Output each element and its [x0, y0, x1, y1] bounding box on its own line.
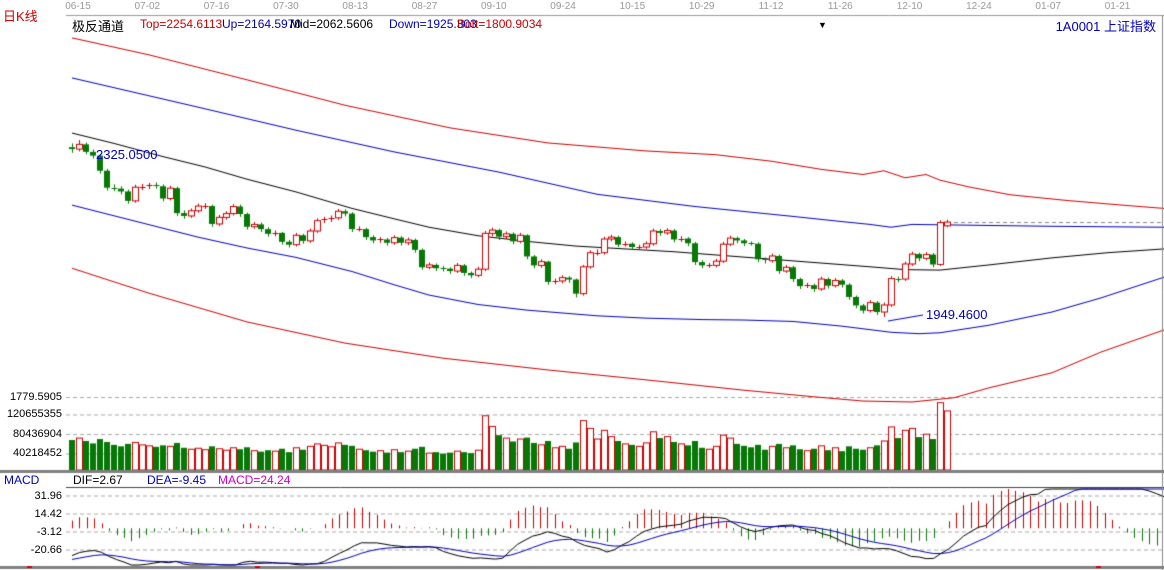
x-axis-label: 07-16 [203, 1, 230, 12]
symbol-label[interactable]: 1A0001 上证指数 [1055, 19, 1156, 34]
volume-axis-label: 120655355 [6, 408, 62, 420]
macd-axis-label: 14.42 [34, 508, 62, 520]
x-axis-label: 06-15 [65, 1, 91, 12]
macd-axis-label: -20.66 [30, 544, 62, 556]
macd-axis-label: 31.96 [34, 490, 62, 502]
indicator-name[interactable]: 极反通道 [72, 19, 125, 34]
x-axis-label: 10-29 [688, 1, 715, 12]
channel-top-value: Top=2254.6113 [140, 17, 223, 31]
volume-axis-label: 80436904 [13, 428, 62, 440]
annotation-high-price: 2325.0500 [96, 147, 158, 162]
x-axis-label: 11-12 [758, 1, 784, 12]
channel-down-value: Down=1925.303 [389, 17, 477, 31]
macd-value: MACD=24.24 [218, 473, 291, 487]
macd-axis-label: -3.12 [36, 526, 62, 538]
dropdown-arrow-icon[interactable]: ▼ [818, 20, 827, 30]
x-axis-label: 07-30 [273, 1, 299, 12]
x-axis-label: 08-13 [342, 1, 368, 12]
macd-dif-value: DIF=2.67 [73, 473, 123, 487]
x-axis-label: 08-27 [411, 1, 438, 12]
price-axis-label: 1779.5905 [10, 391, 62, 403]
x-axis-label: 01-07 [1035, 1, 1061, 12]
channel-up-value: Up=2164.5970 [222, 17, 302, 31]
channel-mid-value: Mid=2062.5606 [290, 17, 374, 31]
volume-axis-label: 40218452 [13, 447, 62, 459]
channel-bott-value: Bott=1800.9034 [457, 17, 543, 31]
macd-panel-title[interactable]: MACD [4, 473, 40, 487]
x-axis-label: 07-02 [134, 1, 161, 12]
x-axis-label: 12-10 [896, 1, 923, 12]
x-axis-label: 09-24 [550, 1, 576, 12]
x-axis-label: 12-24 [966, 1, 992, 12]
x-axis-label: 11-26 [827, 1, 853, 12]
x-axis-label: 10-15 [619, 1, 646, 12]
annotation-low-price: 1949.4600 [926, 307, 988, 322]
x-axis-label: 01-21 [1104, 1, 1131, 12]
x-axis-label: 09-10 [481, 1, 507, 12]
macd-dea-value: DEA=-9.45 [147, 473, 207, 487]
chart-type-label[interactable]: 日K线 [3, 9, 38, 24]
